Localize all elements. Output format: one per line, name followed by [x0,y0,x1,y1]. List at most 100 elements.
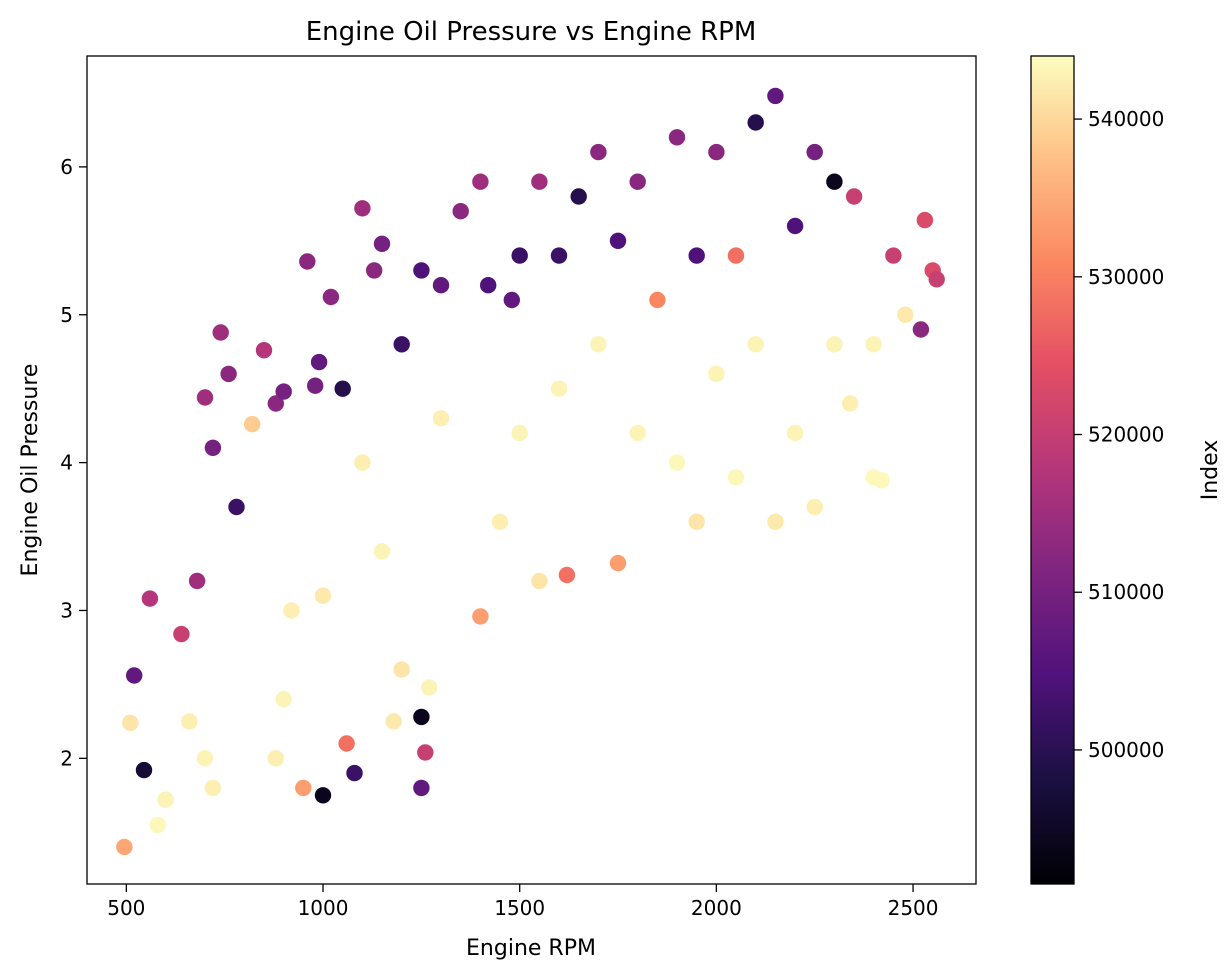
scatter-point [841,395,859,412]
scatter-point [204,779,222,797]
scatter-point [708,365,725,383]
y-axis-label: Engine Oil Pressure [18,364,43,577]
y-tick-label: 3 [60,598,73,622]
scatter-point [157,791,174,808]
scatter-point [220,365,237,383]
x-tick-label: 1500 [494,896,545,920]
scatter-point [283,602,300,619]
scatter-point [141,590,159,607]
scatter-point [590,336,607,353]
scatter-point [480,277,497,294]
colorbar-ticks: 500000 510000 520000 530000 540000 [1074,107,1164,762]
scatter-point [912,321,930,338]
scatter-point [307,377,324,394]
scatter-point [590,143,607,161]
y-tick-label: 5 [60,303,73,327]
scatter-point [727,469,745,486]
colorbar-tick-label: 520000 [1088,423,1164,447]
scatter-point [727,247,745,264]
scatter-point [212,324,229,341]
scatter-point [432,410,450,427]
scatter-point [767,513,784,530]
scatter-point [767,87,784,105]
y-tick-label: 4 [60,451,73,475]
scatter-point [295,779,312,797]
scatter-point [126,667,143,684]
scatter-point [550,380,568,397]
scatter-point [322,288,340,306]
scatter-point [314,587,332,604]
scatter-point [338,735,355,752]
scatter-point [668,454,686,471]
scatter-point [629,424,646,442]
scatter-point [558,566,576,584]
colorbar-label: Index [1198,440,1223,501]
scatter-point [149,816,166,834]
scatter-point [196,389,214,406]
scatter-point [314,787,332,804]
scatter-point [570,188,587,205]
scatter-point [511,424,528,442]
y-tick-label: 2 [60,746,73,770]
scatter-point [845,188,863,205]
scatter-point [688,513,705,530]
scatter-point [122,714,139,731]
scatter-point [373,235,391,252]
scatter-point [747,114,764,131]
scatter-point [531,572,548,590]
scatter-point [472,608,489,625]
scatter-point [393,661,410,678]
scatter-point [873,472,890,489]
scatter-point [413,708,430,726]
scatter-point [385,713,402,730]
scatter-point [366,262,383,279]
scatter-point [228,498,245,516]
scatter-point [928,271,945,288]
scatter-point [188,572,206,590]
scatter-point [244,416,261,433]
scatter-point [413,779,430,797]
scatter-point [267,395,284,412]
points-layer [116,87,945,856]
scatter-point [267,750,284,767]
scatter-point [373,543,391,560]
scatter-point [255,342,273,359]
scatter-point [310,353,328,371]
scatter-point [550,247,568,264]
scatter-point [334,380,351,397]
scatter-point [204,439,222,456]
scatter-point [806,498,823,516]
x-axis-ticks: 500 1000 1500 2000 2500 [107,884,939,920]
x-tick-label: 2500 [888,896,939,920]
scatter-point [413,262,430,279]
y-tick-label: 6 [60,155,73,179]
scatter-point [354,454,371,471]
scatter-point [668,129,686,146]
scatter-point [688,247,705,264]
scatter-point [173,625,190,643]
scatter-point [609,232,627,249]
colorbar-tick-label: 530000 [1088,265,1164,289]
scatter-point [275,691,292,708]
scatter-point [472,173,489,190]
scatter-point [786,424,804,442]
scatter-point [916,211,934,229]
scatter-point [629,173,646,190]
scatter-point [421,679,438,696]
colorbar-tick-label: 500000 [1088,738,1164,762]
scatter-point [346,764,363,782]
scatter-point [609,554,627,572]
scatter-point [826,173,843,190]
scatter-point [826,336,843,353]
x-tick-label: 2000 [691,896,742,920]
scatter-point [393,336,410,353]
scatter-point [531,173,548,190]
scatter-point [649,291,666,309]
scatter-point [708,143,725,161]
scatter-point [116,838,133,856]
scatter-point [196,750,214,767]
scatter-point [181,713,198,730]
scatter-point [275,383,292,400]
scatter-point [491,513,509,530]
